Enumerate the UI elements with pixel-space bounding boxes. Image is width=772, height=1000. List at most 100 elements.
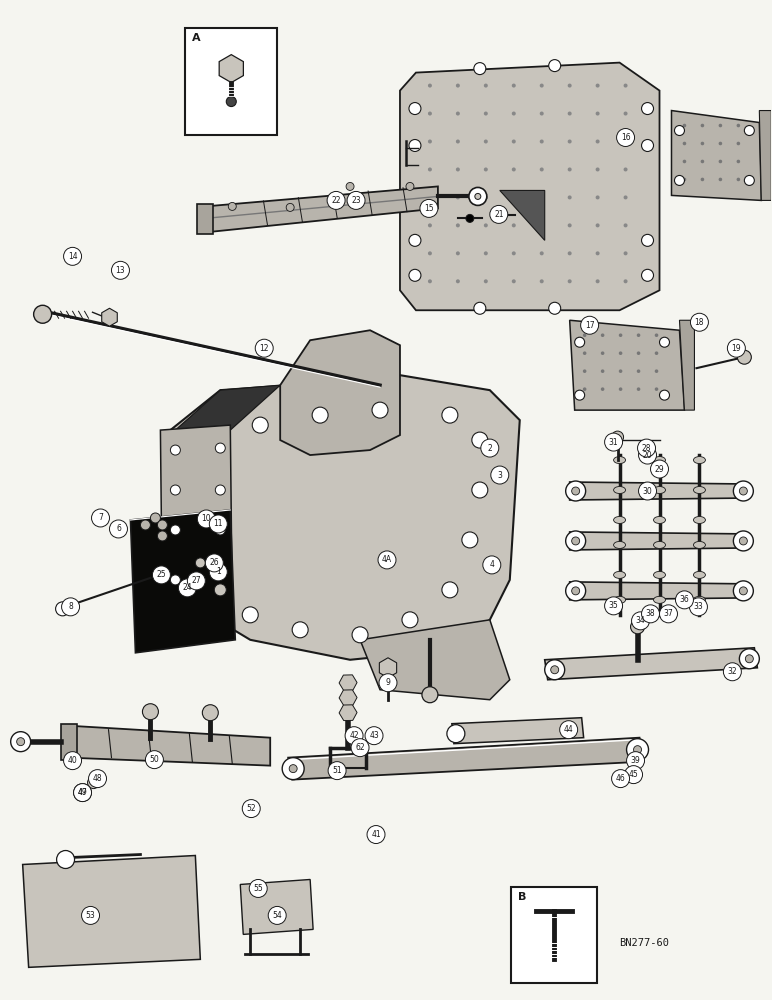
Text: 13: 13	[116, 266, 125, 275]
Circle shape	[624, 195, 628, 199]
Circle shape	[624, 223, 628, 227]
Circle shape	[567, 195, 571, 199]
Circle shape	[466, 214, 474, 222]
Circle shape	[456, 84, 460, 88]
Circle shape	[571, 487, 580, 495]
Circle shape	[619, 387, 622, 391]
Circle shape	[456, 140, 460, 143]
Circle shape	[456, 251, 460, 255]
Circle shape	[736, 124, 740, 127]
Circle shape	[642, 103, 654, 115]
Circle shape	[733, 531, 753, 551]
Circle shape	[171, 525, 181, 535]
Circle shape	[409, 103, 421, 115]
Circle shape	[367, 826, 385, 844]
Polygon shape	[570, 532, 750, 550]
Polygon shape	[545, 648, 757, 680]
Circle shape	[484, 140, 488, 143]
Circle shape	[745, 655, 753, 663]
Ellipse shape	[614, 571, 625, 578]
Circle shape	[442, 407, 458, 423]
Text: 24: 24	[182, 583, 192, 592]
Text: 25: 25	[157, 570, 166, 579]
Polygon shape	[288, 738, 644, 780]
Circle shape	[540, 112, 543, 116]
Text: 18: 18	[695, 318, 704, 327]
Circle shape	[540, 251, 543, 255]
Ellipse shape	[614, 487, 625, 494]
Circle shape	[152, 566, 171, 584]
Circle shape	[327, 191, 345, 209]
Circle shape	[540, 223, 543, 227]
Circle shape	[345, 727, 363, 745]
Circle shape	[690, 313, 709, 331]
Circle shape	[188, 572, 205, 590]
Circle shape	[512, 112, 516, 116]
Circle shape	[560, 721, 577, 739]
Circle shape	[195, 558, 205, 568]
Circle shape	[352, 627, 368, 643]
Circle shape	[462, 532, 478, 548]
Circle shape	[651, 460, 669, 478]
Circle shape	[617, 129, 635, 146]
Circle shape	[596, 167, 600, 171]
Text: 42: 42	[349, 731, 359, 740]
Text: BN277-60: BN277-60	[620, 938, 669, 948]
Circle shape	[567, 140, 571, 143]
Circle shape	[719, 160, 722, 163]
Circle shape	[601, 387, 604, 391]
Circle shape	[642, 269, 654, 281]
Circle shape	[583, 369, 587, 373]
Circle shape	[596, 84, 600, 88]
Ellipse shape	[654, 571, 665, 578]
Text: 1: 1	[216, 567, 221, 576]
Circle shape	[567, 112, 571, 116]
Circle shape	[727, 339, 745, 357]
Circle shape	[73, 784, 92, 802]
Circle shape	[733, 581, 753, 601]
Bar	[185, 28, 277, 135]
Ellipse shape	[693, 571, 706, 578]
Circle shape	[659, 605, 678, 623]
Circle shape	[540, 195, 543, 199]
Ellipse shape	[693, 596, 706, 603]
Circle shape	[682, 178, 686, 181]
Circle shape	[484, 195, 488, 199]
Circle shape	[73, 784, 92, 802]
Circle shape	[512, 251, 516, 255]
Circle shape	[637, 369, 640, 373]
Circle shape	[209, 563, 227, 581]
Circle shape	[111, 261, 130, 279]
Polygon shape	[175, 385, 280, 430]
Circle shape	[215, 485, 225, 495]
Circle shape	[567, 167, 571, 171]
Circle shape	[409, 234, 421, 246]
Polygon shape	[240, 879, 313, 934]
Circle shape	[484, 251, 488, 255]
Circle shape	[655, 369, 659, 373]
Circle shape	[328, 762, 346, 780]
Text: 44: 44	[564, 725, 574, 734]
Circle shape	[659, 390, 669, 400]
Text: 26: 26	[209, 558, 219, 567]
Circle shape	[202, 705, 218, 721]
Circle shape	[428, 112, 432, 116]
Circle shape	[34, 305, 52, 323]
Text: 12: 12	[259, 344, 269, 353]
Text: 47: 47	[78, 788, 87, 797]
Circle shape	[675, 126, 685, 136]
Text: 36: 36	[679, 595, 689, 604]
Circle shape	[549, 302, 560, 314]
Circle shape	[481, 439, 499, 457]
Circle shape	[62, 598, 80, 616]
Circle shape	[659, 337, 669, 347]
Circle shape	[676, 591, 693, 609]
Text: 53: 53	[86, 911, 96, 920]
Circle shape	[604, 433, 622, 451]
Text: 39: 39	[631, 756, 641, 765]
Text: 48: 48	[93, 774, 103, 783]
Circle shape	[550, 666, 559, 674]
Polygon shape	[171, 375, 520, 660]
Circle shape	[596, 140, 600, 143]
Circle shape	[256, 339, 273, 357]
